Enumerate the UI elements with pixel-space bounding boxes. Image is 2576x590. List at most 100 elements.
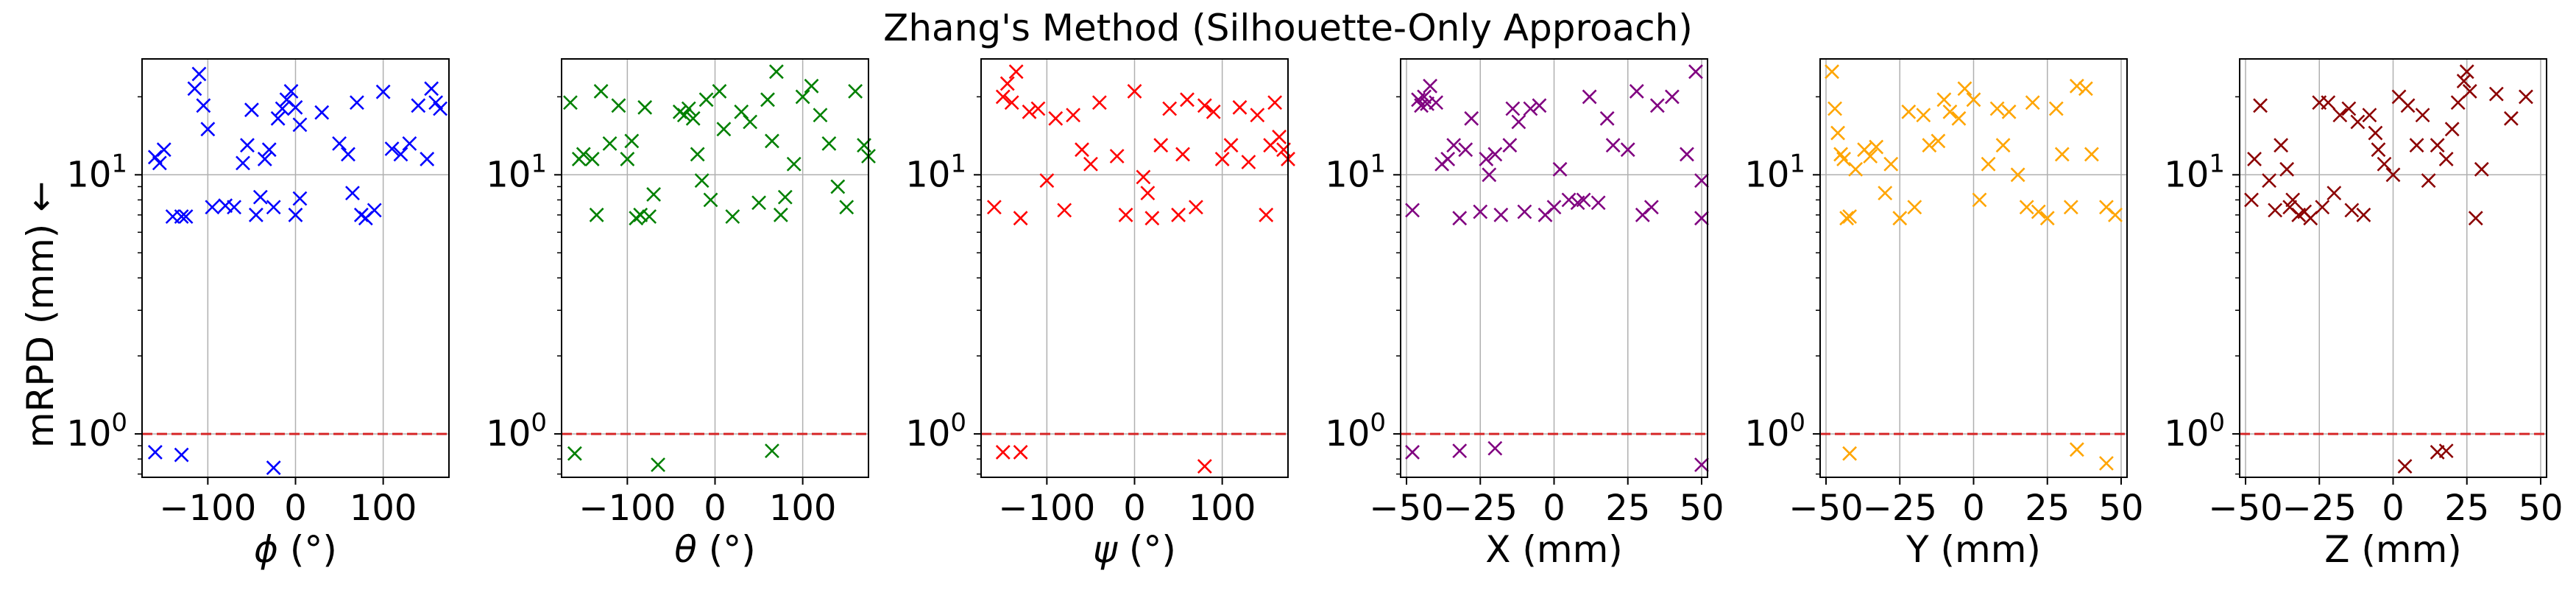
x-tick-label: −100 (578, 488, 676, 529)
data-point (2274, 138, 2289, 153)
data-point (1582, 89, 1597, 105)
data-point (2362, 108, 2377, 123)
panel-phi: −100 0 100 100 101 ϕ (°) (66, 58, 450, 571)
x-axis-label: ϕ (°) (254, 528, 337, 571)
data-point (1259, 207, 1274, 222)
y-tick-label: 101 (1744, 149, 1805, 195)
data-point (2326, 186, 2342, 201)
data-point (266, 460, 281, 476)
x-tick-label: −100 (159, 488, 256, 529)
data-point (646, 187, 662, 202)
panel-Z: −50−25 0 25 50 100 101 Z (mm) (2164, 58, 2563, 571)
data-point (1013, 211, 1028, 226)
data-point (995, 444, 1011, 460)
data-point (1546, 200, 1562, 215)
data-point (1091, 95, 1107, 110)
data-point (1487, 147, 1503, 162)
figure-title: Zhang's Method (Silhouette-Only Approach… (883, 7, 1693, 49)
data-point (1136, 169, 1151, 185)
x-tick-label: −50 (2208, 488, 2282, 529)
x-tick-label: 0 (704, 488, 726, 529)
data-point (1008, 64, 1024, 80)
data-point (1493, 207, 1509, 222)
data-point (685, 110, 701, 126)
data-point (1505, 101, 1521, 116)
data-point (187, 81, 202, 96)
data-point (1995, 138, 2011, 153)
data-point (703, 192, 718, 208)
data-point (1464, 110, 1479, 126)
data-point (1127, 84, 1142, 99)
x-tick-label: −50 (1788, 488, 1863, 529)
data-point (1446, 138, 1462, 153)
data-point (1206, 104, 1221, 119)
data-point (1590, 195, 1606, 211)
data-point (152, 155, 167, 171)
data-point (420, 152, 435, 166)
x-tick-label: 0 (2382, 488, 2405, 529)
data-point (345, 186, 360, 201)
data-point (1649, 98, 1665, 113)
data-point (227, 200, 242, 215)
data-point (2371, 142, 2386, 158)
data-point (288, 207, 303, 222)
data-point (283, 84, 299, 99)
data-point (848, 84, 863, 99)
data-point (332, 136, 347, 151)
data-point (1576, 192, 1591, 208)
data-point (1502, 138, 1518, 153)
x-tick-label: −25 (2282, 488, 2357, 529)
data-point (2368, 125, 2383, 141)
data-point (433, 101, 448, 116)
data-point (562, 95, 578, 110)
data-point (174, 447, 189, 463)
y-tick-label: 101 (905, 149, 966, 195)
data-point (1423, 78, 1438, 94)
data-point (651, 457, 665, 472)
data-point (1842, 446, 1858, 461)
y-tick-label: 100 (1744, 408, 1805, 454)
y-tick-label: 101 (2164, 149, 2225, 195)
data-point (2332, 108, 2348, 123)
data-point (813, 108, 828, 123)
data-point (2247, 152, 2262, 166)
data-point (288, 99, 303, 115)
data-point (196, 98, 211, 113)
data-point (1039, 173, 1055, 189)
data-point (839, 200, 854, 215)
x-tick-label: 50 (2098, 488, 2143, 529)
data-point (200, 122, 216, 137)
data-point (1452, 211, 1468, 226)
data-point (1241, 155, 1256, 169)
data-point (1171, 207, 1186, 222)
data-point (1680, 147, 1694, 162)
data-point (1688, 64, 1703, 80)
data-point (205, 200, 220, 215)
data-point (795, 89, 810, 105)
data-point (2474, 161, 2489, 177)
data-point (1066, 108, 1081, 123)
data-point (1869, 139, 1884, 155)
data-point (637, 99, 653, 115)
data-point (760, 92, 775, 108)
data-point (999, 76, 1015, 91)
data-point (2303, 211, 2318, 226)
y-tick-label: 100 (905, 408, 966, 454)
data-point (2054, 147, 2070, 162)
y-tick-label: 100 (1325, 408, 1386, 454)
data-point (773, 207, 788, 222)
data-point (589, 207, 604, 222)
data-point (1473, 204, 1488, 220)
data-point (2108, 207, 2123, 222)
x-tick-label: 100 (1189, 488, 1256, 529)
data-point (1892, 211, 1908, 226)
x-axis-label: Z (mm) (2324, 528, 2462, 571)
x-tick-label: 100 (350, 488, 417, 529)
data-point (624, 133, 640, 149)
data-point (1429, 95, 1444, 110)
data-point (1664, 89, 1680, 105)
data-point (1532, 98, 1547, 113)
data-point (1825, 64, 1839, 80)
data-point (244, 102, 259, 118)
